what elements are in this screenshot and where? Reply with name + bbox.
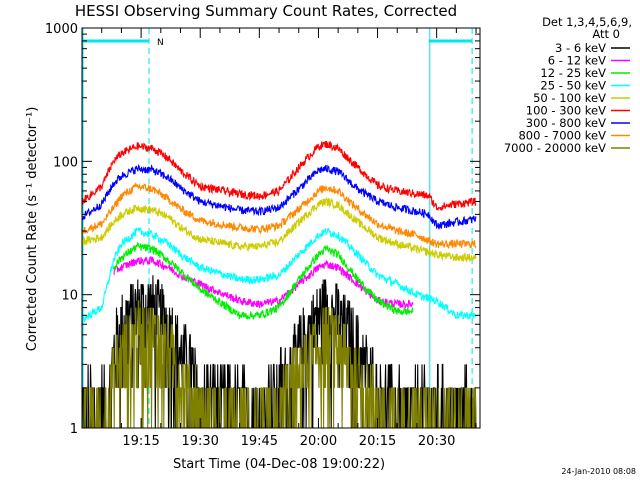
x-tick-label: 20:15 [359,434,396,449]
y-tick-label: 10 [61,289,78,304]
series-1 [113,255,414,310]
legend-label: 800 - 7000 keV [518,129,606,143]
x-tick-label: 20:00 [300,434,337,449]
legend-label: 300 - 800 keV [526,116,606,130]
x-tick-label: 19:45 [241,434,278,449]
legend-label: 50 - 100 keV [533,91,606,105]
legend-header-line-1: Det 1,3,4,5,6,9, [542,15,632,29]
legend-label: 100 - 300 keV [526,104,606,118]
night-marker-label: N [157,38,164,48]
x-axis-label: Start Time (04-Dec-08 19:00:22) [173,457,385,472]
plot-frame [81,27,481,429]
x-tick-label: 20:30 [418,434,455,449]
series-2 [112,241,414,320]
series-0 [82,275,477,429]
series-6 [81,163,477,230]
series-5 [81,140,477,211]
legend-header-line-2: Att 0 [592,27,620,41]
series-4 [81,196,477,263]
legend-label: 7000 - 20000 keV [504,141,606,155]
series-7 [81,182,477,250]
y-tick-label: 1000 [45,22,78,37]
x-tick-label: 19:15 [122,434,159,449]
axes-layer: 1 10 100 1000 19:15 19:30 19:45 20:00 20:15 20:30 [45,22,481,449]
y-axis-label: Corrected Count Rate (s⁻¹ detector⁻¹) [25,107,40,352]
chart-title: HESSI Observing Summary Count Rates, Cor… [75,2,457,20]
legend-label: 6 - 12 keV [548,54,606,68]
legend-label: 12 - 25 keV [540,66,606,80]
y-tick-label: 1 [70,422,78,437]
y-tick-label: 100 [53,155,78,170]
legend-label: 25 - 50 keV [540,79,606,93]
series-3 [81,226,477,323]
x-tick-label: 19:30 [181,434,218,449]
generation-timestamp: 24-Jan-2010 08:08 [561,467,636,476]
legend-label: 3 - 6 keV [555,41,606,55]
